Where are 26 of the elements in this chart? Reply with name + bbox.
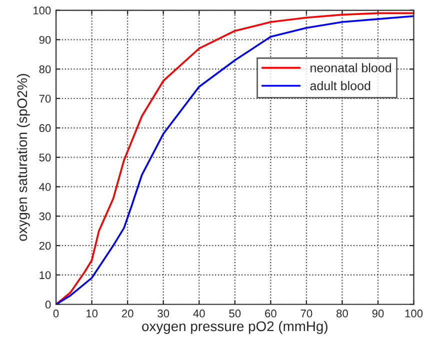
y-tick-label: 60: [39, 124, 51, 132]
x-axis-title: oxygen pressure pO2 (mmHg): [142, 320, 328, 334]
y-tick-label: 80: [39, 65, 51, 74]
x-tick-label: 20: [122, 310, 134, 318]
x-tick-label: 40: [193, 310, 205, 318]
x-tick-label: 50: [229, 310, 241, 318]
x-tick-label: 60: [265, 310, 276, 318]
x-tick-label: 90: [372, 310, 384, 318]
y-tick-label: 90: [39, 36, 51, 44]
legend-label: neonatal blood: [310, 63, 391, 72]
x-tick-label: 30: [158, 310, 170, 318]
y-tick-label: 0: [45, 300, 51, 309]
y-axis-title: oxygen saturation (spO2%): [16, 74, 30, 241]
x-tick-label: 10: [86, 310, 98, 318]
x-tick-label: 70: [300, 310, 312, 318]
x-tick-label: 0: [53, 310, 59, 318]
x-tick-label: 100: [405, 310, 423, 318]
legend-label: adult blood: [310, 81, 370, 90]
y-tick-label: 10: [40, 271, 51, 280]
y-tick-label: 50: [39, 154, 51, 162]
y-tick-label: 70: [39, 94, 51, 103]
y-tick-label: 20: [39, 242, 51, 250]
y-tick-label: 40: [39, 183, 51, 191]
y-tick-label: 30: [39, 212, 51, 220]
x-tick-label: 80: [336, 310, 348, 318]
y-tick-label: 100: [33, 6, 51, 14]
